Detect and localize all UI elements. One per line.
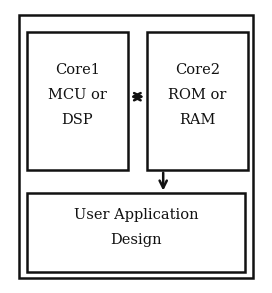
Bar (27, 32, 128, 170)
Bar (19, 15, 253, 278)
Text: User Application
Design: User Application Design (74, 207, 198, 247)
Bar (147, 32, 248, 170)
Bar (27, 193, 245, 272)
Text: Core1
MCU or
DSP: Core1 MCU or DSP (48, 63, 107, 127)
Text: Core2
ROM or
RAM: Core2 ROM or RAM (168, 63, 226, 127)
